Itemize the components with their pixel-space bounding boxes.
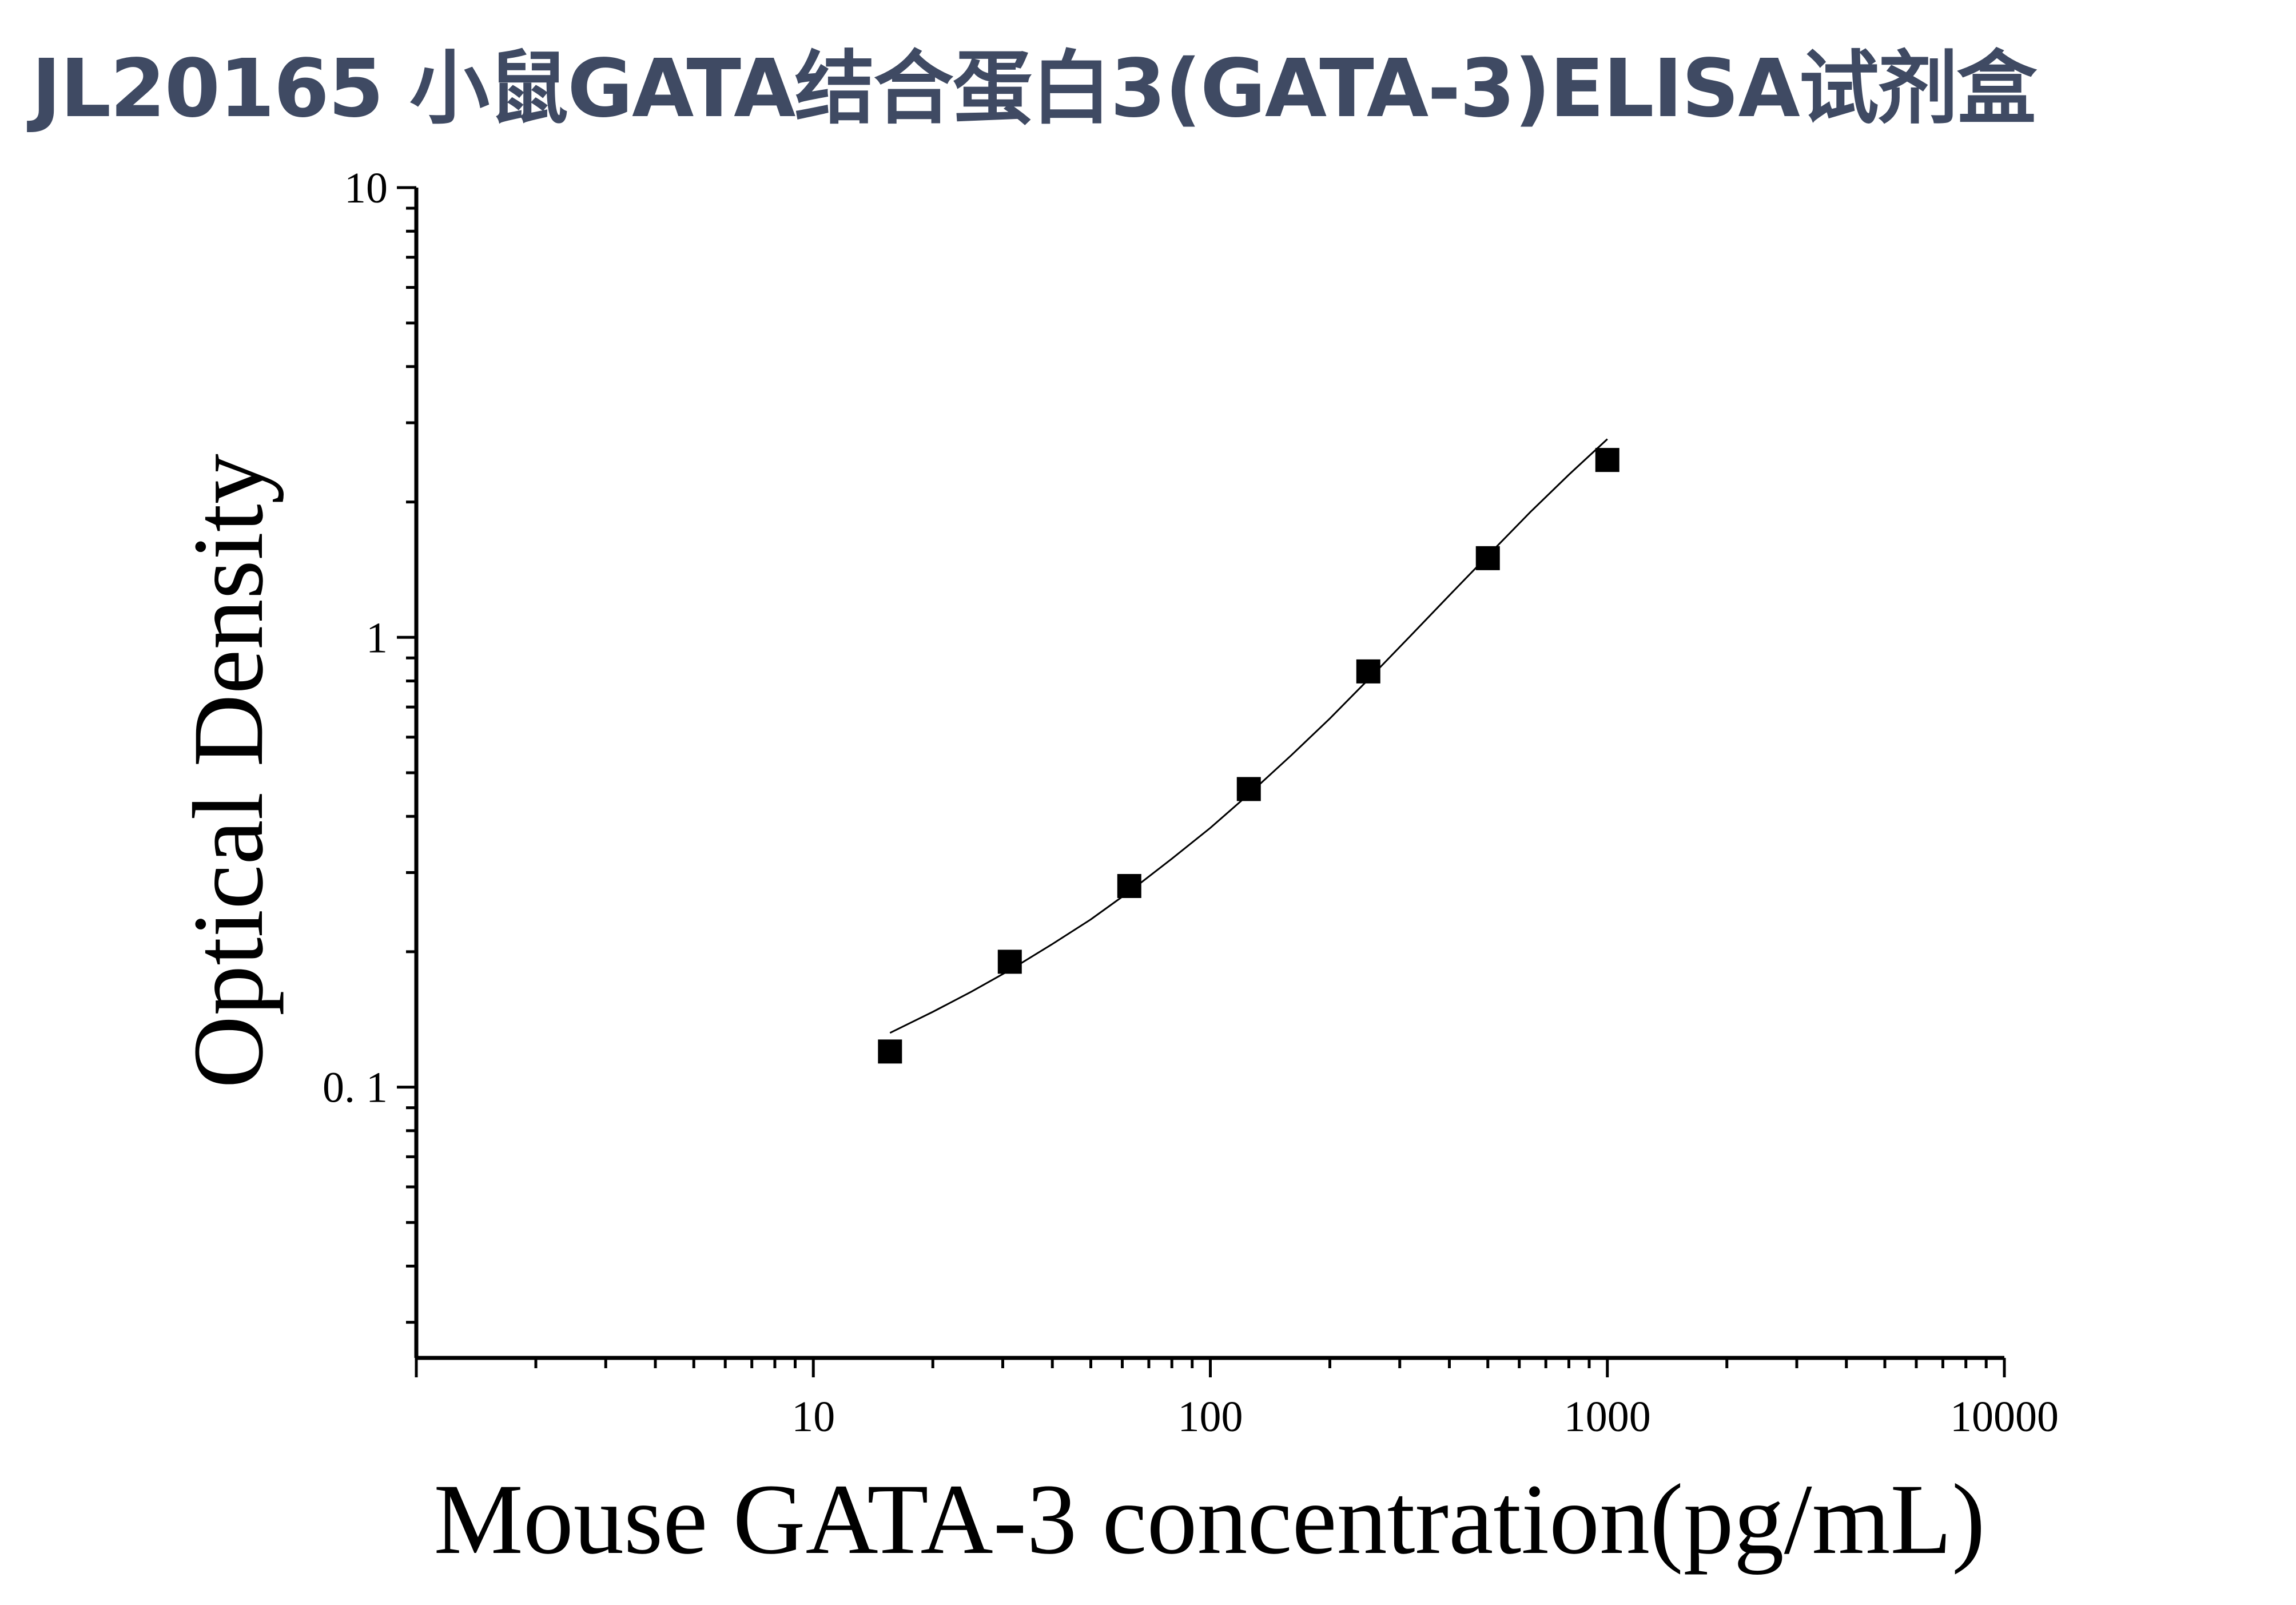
x-axis-title: Mouse GATA-3 concentration(pg/mL) (433, 1464, 1985, 1575)
minor-ticks (406, 206, 1988, 1368)
data-points (878, 448, 1619, 1064)
tick-labels: 10 100 1000 10000 0. 1 1 10 (323, 164, 2059, 1441)
data-point (997, 950, 1022, 974)
x-tick-label: 10 (791, 1393, 835, 1441)
y-tick-label: 10 (344, 164, 388, 212)
y-tick-label: 0. 1 (323, 1064, 388, 1112)
y-axis-title: Optical Density (173, 454, 284, 1088)
axes (397, 186, 2006, 1377)
fit-curve (889, 438, 1608, 1034)
data-point (1117, 873, 1141, 898)
data-point (1595, 448, 1619, 472)
data-point (1475, 546, 1500, 570)
x-tick-label: 10000 (1950, 1393, 2059, 1441)
y-tick-label: 1 (366, 614, 388, 662)
chart-title: JL20165 小鼠GATA结合蛋白3(GATA-3)ELISA试剂盒 (31, 42, 2037, 136)
data-point (878, 1039, 902, 1064)
x-tick-label: 1000 (1564, 1393, 1651, 1441)
data-point (1356, 659, 1380, 684)
x-tick-label: 100 (1178, 1393, 1243, 1441)
data-point (1236, 777, 1261, 801)
